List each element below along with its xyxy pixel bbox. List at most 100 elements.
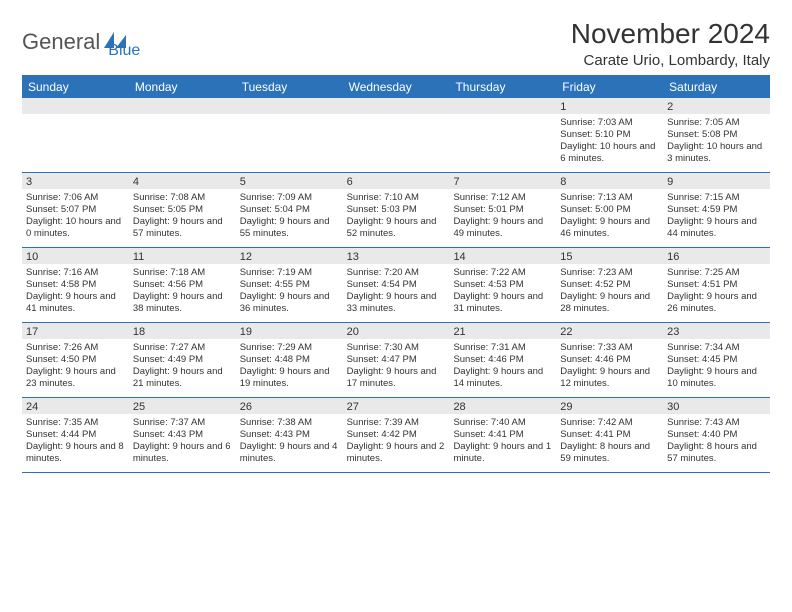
sunset-text: Sunset: 4:50 PM bbox=[26, 354, 125, 366]
day-number: 21 bbox=[449, 323, 556, 339]
day-content: Sunrise: 7:37 AMSunset: 4:43 PMDaylight:… bbox=[129, 414, 236, 472]
sunset-text: Sunset: 4:54 PM bbox=[347, 279, 446, 291]
day-number: 7 bbox=[449, 173, 556, 189]
sunrise-text: Sunrise: 7:09 AM bbox=[240, 192, 339, 204]
day-number: 19 bbox=[236, 323, 343, 339]
day-number: 28 bbox=[449, 398, 556, 414]
header: General Blue November 2024 Carate Urio, … bbox=[22, 18, 770, 69]
day-content bbox=[449, 114, 556, 172]
day-content: Sunrise: 7:34 AMSunset: 4:45 PMDaylight:… bbox=[663, 339, 770, 397]
sunrise-text: Sunrise: 7:12 AM bbox=[453, 192, 552, 204]
daylight-text: Daylight: 9 hours and 46 minutes. bbox=[560, 216, 659, 240]
calendar-day: 15Sunrise: 7:23 AMSunset: 4:52 PMDayligh… bbox=[556, 248, 663, 322]
day-content: Sunrise: 7:12 AMSunset: 5:01 PMDaylight:… bbox=[449, 189, 556, 247]
sunrise-text: Sunrise: 7:27 AM bbox=[133, 342, 232, 354]
sunrise-text: Sunrise: 7:29 AM bbox=[240, 342, 339, 354]
daylight-text: Daylight: 9 hours and 57 minutes. bbox=[133, 216, 232, 240]
sunrise-text: Sunrise: 7:26 AM bbox=[26, 342, 125, 354]
day-number: 4 bbox=[129, 173, 236, 189]
sunrise-text: Sunrise: 7:18 AM bbox=[133, 267, 232, 279]
day-content: Sunrise: 7:38 AMSunset: 4:43 PMDaylight:… bbox=[236, 414, 343, 472]
day-content: Sunrise: 7:31 AMSunset: 4:46 PMDaylight:… bbox=[449, 339, 556, 397]
sunrise-text: Sunrise: 7:42 AM bbox=[560, 417, 659, 429]
day-content bbox=[343, 114, 450, 172]
daylight-text: Daylight: 9 hours and 38 minutes. bbox=[133, 291, 232, 315]
daylight-text: Daylight: 9 hours and 8 minutes. bbox=[26, 441, 125, 465]
sunset-text: Sunset: 5:05 PM bbox=[133, 204, 232, 216]
day-content: Sunrise: 7:15 AMSunset: 4:59 PMDaylight:… bbox=[663, 189, 770, 247]
sunrise-text: Sunrise: 7:06 AM bbox=[26, 192, 125, 204]
logo-text-1: General bbox=[22, 29, 100, 55]
day-content: Sunrise: 7:35 AMSunset: 4:44 PMDaylight:… bbox=[22, 414, 129, 472]
daylight-text: Daylight: 9 hours and 55 minutes. bbox=[240, 216, 339, 240]
calendar-day: 9Sunrise: 7:15 AMSunset: 4:59 PMDaylight… bbox=[663, 173, 770, 247]
daylight-text: Daylight: 9 hours and 19 minutes. bbox=[240, 366, 339, 390]
day-content: Sunrise: 7:09 AMSunset: 5:04 PMDaylight:… bbox=[236, 189, 343, 247]
day-number bbox=[22, 98, 129, 114]
sunset-text: Sunset: 4:46 PM bbox=[560, 354, 659, 366]
sunset-text: Sunset: 4:43 PM bbox=[240, 429, 339, 441]
calendar-day: 11Sunrise: 7:18 AMSunset: 4:56 PMDayligh… bbox=[129, 248, 236, 322]
day-number: 9 bbox=[663, 173, 770, 189]
calendar-day: 28Sunrise: 7:40 AMSunset: 4:41 PMDayligh… bbox=[449, 398, 556, 472]
day-content: Sunrise: 7:13 AMSunset: 5:00 PMDaylight:… bbox=[556, 189, 663, 247]
sunset-text: Sunset: 5:01 PM bbox=[453, 204, 552, 216]
sunset-text: Sunset: 4:43 PM bbox=[133, 429, 232, 441]
logo: General Blue bbox=[22, 18, 140, 60]
calendar-day: 21Sunrise: 7:31 AMSunset: 4:46 PMDayligh… bbox=[449, 323, 556, 397]
sunset-text: Sunset: 4:58 PM bbox=[26, 279, 125, 291]
sunset-text: Sunset: 4:49 PM bbox=[133, 354, 232, 366]
calendar-day: 2Sunrise: 7:05 AMSunset: 5:08 PMDaylight… bbox=[663, 98, 770, 172]
day-content: Sunrise: 7:30 AMSunset: 4:47 PMDaylight:… bbox=[343, 339, 450, 397]
daylight-text: Daylight: 9 hours and 31 minutes. bbox=[453, 291, 552, 315]
day-content: Sunrise: 7:05 AMSunset: 5:08 PMDaylight:… bbox=[663, 114, 770, 172]
calendar-day: 20Sunrise: 7:30 AMSunset: 4:47 PMDayligh… bbox=[343, 323, 450, 397]
calendar-header-cell: Thursday bbox=[449, 76, 556, 98]
daylight-text: Daylight: 9 hours and 1 minute. bbox=[453, 441, 552, 465]
day-content: Sunrise: 7:29 AMSunset: 4:48 PMDaylight:… bbox=[236, 339, 343, 397]
day-number: 26 bbox=[236, 398, 343, 414]
daylight-text: Daylight: 10 hours and 0 minutes. bbox=[26, 216, 125, 240]
calendar-day: 22Sunrise: 7:33 AMSunset: 4:46 PMDayligh… bbox=[556, 323, 663, 397]
day-content: Sunrise: 7:42 AMSunset: 4:41 PMDaylight:… bbox=[556, 414, 663, 472]
day-content: Sunrise: 7:03 AMSunset: 5:10 PMDaylight:… bbox=[556, 114, 663, 172]
calendar-week: 24Sunrise: 7:35 AMSunset: 4:44 PMDayligh… bbox=[22, 398, 770, 473]
day-number: 20 bbox=[343, 323, 450, 339]
sunrise-text: Sunrise: 7:35 AM bbox=[26, 417, 125, 429]
calendar-day: 19Sunrise: 7:29 AMSunset: 4:48 PMDayligh… bbox=[236, 323, 343, 397]
calendar-day: 12Sunrise: 7:19 AMSunset: 4:55 PMDayligh… bbox=[236, 248, 343, 322]
day-number: 11 bbox=[129, 248, 236, 264]
day-content: Sunrise: 7:08 AMSunset: 5:05 PMDaylight:… bbox=[129, 189, 236, 247]
calendar-header-cell: Monday bbox=[129, 76, 236, 98]
daylight-text: Daylight: 9 hours and 14 minutes. bbox=[453, 366, 552, 390]
day-number: 24 bbox=[22, 398, 129, 414]
daylight-text: Daylight: 10 hours and 3 minutes. bbox=[667, 141, 766, 165]
sunset-text: Sunset: 5:07 PM bbox=[26, 204, 125, 216]
page-title: November 2024 bbox=[571, 18, 770, 50]
calendar-day bbox=[236, 98, 343, 172]
sunrise-text: Sunrise: 7:22 AM bbox=[453, 267, 552, 279]
calendar-day bbox=[129, 98, 236, 172]
sunrise-text: Sunrise: 7:25 AM bbox=[667, 267, 766, 279]
day-number bbox=[129, 98, 236, 114]
calendar-header-cell: Wednesday bbox=[343, 76, 450, 98]
day-content: Sunrise: 7:25 AMSunset: 4:51 PMDaylight:… bbox=[663, 264, 770, 322]
day-content: Sunrise: 7:26 AMSunset: 4:50 PMDaylight:… bbox=[22, 339, 129, 397]
sunset-text: Sunset: 4:42 PM bbox=[347, 429, 446, 441]
day-number: 16 bbox=[663, 248, 770, 264]
calendar-week: 3Sunrise: 7:06 AMSunset: 5:07 PMDaylight… bbox=[22, 173, 770, 248]
calendar-day: 27Sunrise: 7:39 AMSunset: 4:42 PMDayligh… bbox=[343, 398, 450, 472]
sunrise-text: Sunrise: 7:40 AM bbox=[453, 417, 552, 429]
sunset-text: Sunset: 4:52 PM bbox=[560, 279, 659, 291]
day-content: Sunrise: 7:33 AMSunset: 4:46 PMDaylight:… bbox=[556, 339, 663, 397]
calendar-day: 13Sunrise: 7:20 AMSunset: 4:54 PMDayligh… bbox=[343, 248, 450, 322]
day-number: 8 bbox=[556, 173, 663, 189]
daylight-text: Daylight: 8 hours and 57 minutes. bbox=[667, 441, 766, 465]
day-number: 25 bbox=[129, 398, 236, 414]
day-number bbox=[449, 98, 556, 114]
daylight-text: Daylight: 9 hours and 23 minutes. bbox=[26, 366, 125, 390]
sunrise-text: Sunrise: 7:03 AM bbox=[560, 117, 659, 129]
sunrise-text: Sunrise: 7:33 AM bbox=[560, 342, 659, 354]
sunset-text: Sunset: 4:51 PM bbox=[667, 279, 766, 291]
day-number: 15 bbox=[556, 248, 663, 264]
